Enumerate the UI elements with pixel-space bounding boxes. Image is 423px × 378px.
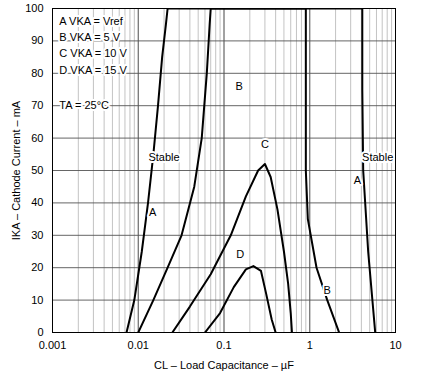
svg-text:70: 70 [31,99,43,111]
svg-text:80: 80 [31,67,43,79]
svg-text:A VKA = Vref: A VKA = Vref [59,15,123,27]
svg-text:Stable: Stable [148,151,179,163]
svg-text:B: B [235,80,242,92]
svg-text:D: D [236,248,244,260]
svg-text:A: A [149,206,157,218]
svg-text:C VKA = 10 V: C VKA = 10 V [59,47,127,59]
svg-text:0.01: 0.01 [128,339,149,351]
svg-text:40: 40 [31,196,43,208]
svg-text:90: 90 [31,34,43,46]
svg-text:B: B [324,284,331,296]
svg-text:Stable: Stable [362,151,393,163]
svg-text:C: C [261,138,269,150]
svg-text:0.1: 0.1 [216,339,231,351]
svg-text:TA = 25°C: TA = 25°C [59,99,109,111]
svg-text:0.001: 0.001 [39,339,67,351]
svg-text:60: 60 [31,132,43,144]
svg-text:1: 1 [307,339,313,351]
svg-text:CL – Load Capacitance – µF: CL – Load Capacitance – µF [154,359,294,371]
svg-text:100: 100 [25,2,43,14]
svg-text:IKA – Cathode Current – mA: IKA – Cathode Current – mA [10,100,22,240]
svg-text:20: 20 [31,261,43,273]
svg-text:10: 10 [31,294,43,306]
svg-text:B VKA = 5 V: B VKA = 5 V [59,31,121,43]
svg-text:50: 50 [31,164,43,176]
svg-text:10: 10 [389,339,401,351]
svg-text:D VKA = 15 V: D VKA = 15 V [59,64,127,76]
svg-text:0: 0 [37,326,43,338]
svg-text:A: A [354,174,362,186]
svg-text:30: 30 [31,229,43,241]
